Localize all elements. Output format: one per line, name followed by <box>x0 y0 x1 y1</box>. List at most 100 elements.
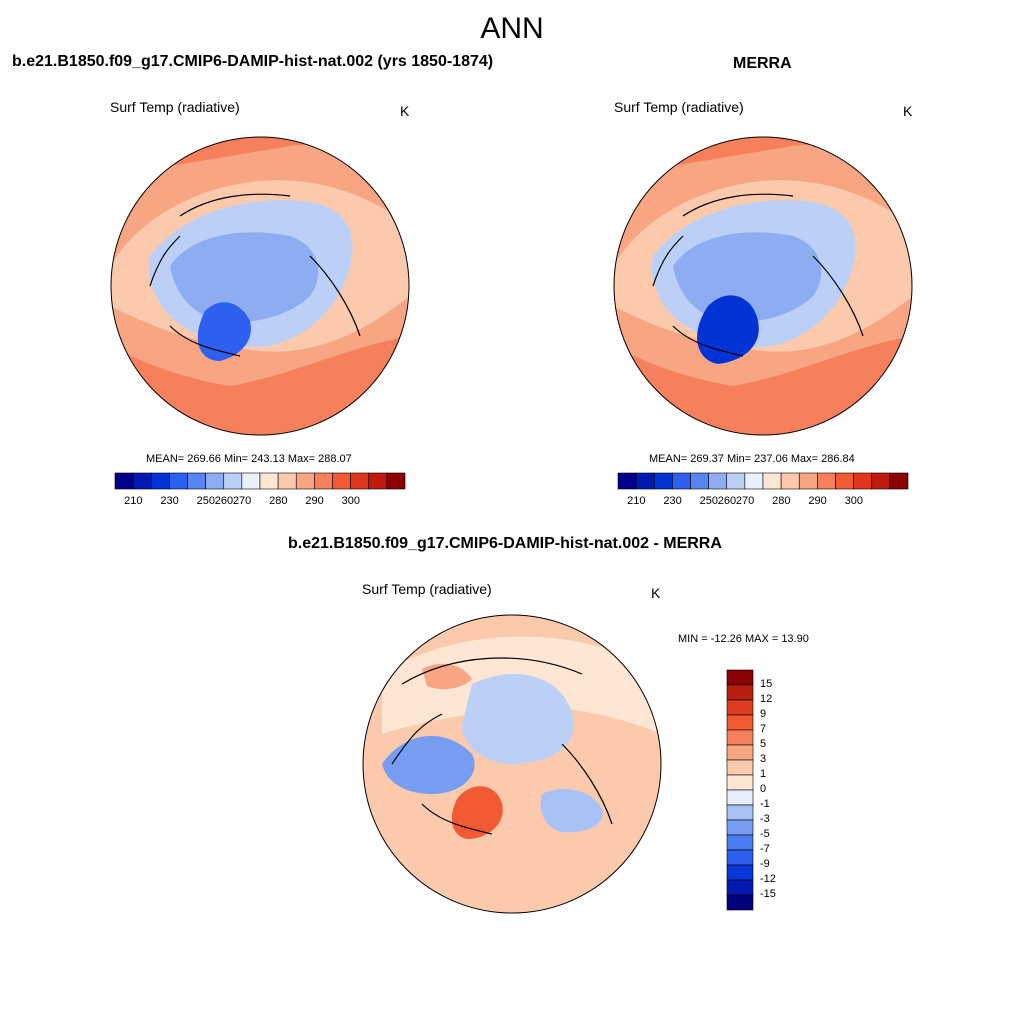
colorbar-swatch <box>726 714 754 731</box>
panel1-variable: Surf Temp (radiative) <box>110 99 240 115</box>
colorbar-tick-label: -12 <box>760 873 776 885</box>
colorbar-swatch <box>653 472 673 490</box>
colorbar-swatch <box>726 759 754 776</box>
colorbar-tick-label: -5 <box>760 828 770 840</box>
panel2-coastline <box>652 193 864 357</box>
panel3-variable: Surf Temp (radiative) <box>362 581 492 597</box>
colorbar-tick-label: 5 <box>760 738 767 750</box>
colorbar-swatch <box>726 669 754 686</box>
figure-title: ANN <box>480 12 544 45</box>
panel3-cold-west <box>382 735 475 794</box>
panel3-warm-north <box>422 663 472 690</box>
colorbar-tick-label: 210 <box>124 495 143 507</box>
colorbar-swatch <box>635 472 655 490</box>
colorbar-tick-label: 280 <box>772 495 791 507</box>
panel3-stats: MIN = -12.26 MAX = 13.90 <box>678 633 809 645</box>
colorbar-tick-label: 290 <box>305 495 324 507</box>
panel2-colorbar <box>617 472 909 490</box>
panel2-stats: MEAN= 269.37 Min= 237.06 Max= 286.84 <box>649 453 855 465</box>
colorbar-tick-label: 12 <box>760 693 773 705</box>
colorbar-tick-label: 15 <box>760 678 773 690</box>
colorbar-swatch <box>726 864 754 881</box>
panel1-units: K <box>400 103 410 119</box>
colorbar-swatch <box>726 729 754 746</box>
colorbar-tick-label: 260 <box>717 495 737 507</box>
panel1-colorbar <box>114 472 406 490</box>
panel3-cold-center <box>462 674 574 764</box>
panel1-arctic-zone <box>170 232 319 323</box>
panel2-greenland <box>697 295 759 364</box>
colorbar-tick-label: 260 <box>214 495 234 507</box>
colorbar-swatch <box>798 472 818 490</box>
colorbar-tick-label: -15 <box>760 888 776 900</box>
colorbar-swatch <box>350 472 370 490</box>
colorbar-swatch <box>332 472 351 490</box>
colorbar-tick-label: 270 <box>735 495 755 507</box>
panel1-greenland <box>197 302 251 361</box>
colorbar-swatch <box>672 472 691 490</box>
colorbar-swatch <box>762 472 782 490</box>
colorbar-tick-label: 280 <box>269 495 288 507</box>
colorbar-tick-label: 230 <box>160 495 179 507</box>
colorbar-tick-label: -3 <box>760 813 770 825</box>
panel2-units: K <box>903 103 913 119</box>
colorbar-tick-label: 270 <box>232 495 252 507</box>
panel1-map <box>110 136 410 436</box>
colorbar-swatch <box>295 472 315 490</box>
colorbar-tick-label: 3 <box>760 753 767 765</box>
panel3-title: b.e21.B1850.f09_g17.CMIP6-DAMIP-hist-nat… <box>288 535 722 552</box>
colorbar-swatch <box>150 472 170 490</box>
panel3-map <box>362 614 662 914</box>
colorbar-swatch <box>835 472 854 490</box>
panel2-variable: Surf Temp (radiative) <box>614 99 744 115</box>
panel2-map <box>613 136 913 436</box>
colorbar-swatch <box>871 472 891 490</box>
colorbar-swatch <box>726 894 754 911</box>
colorbar-swatch <box>187 472 206 490</box>
panel1-title: b.e21.B1850.f09_g17.CMIP6-DAMIP-hist-nat… <box>12 53 494 70</box>
colorbar-tick-label: 1 <box>760 768 767 780</box>
colorbar-swatch <box>726 684 754 701</box>
colorbar-swatch <box>780 472 800 490</box>
panel3-warm-greenland <box>451 786 503 839</box>
colorbar-swatch <box>726 472 746 490</box>
colorbar-swatch <box>726 774 754 791</box>
colorbar-swatch <box>817 472 836 490</box>
colorbar-swatch <box>132 472 152 490</box>
colorbar-swatch <box>726 744 754 761</box>
colorbar-swatch <box>690 472 709 490</box>
colorbar-swatch <box>241 472 261 490</box>
colorbar-tick-label: 300 <box>341 495 360 507</box>
colorbar-swatch <box>114 472 134 490</box>
colorbar-tick-label: 0 <box>760 783 767 795</box>
colorbar-swatch <box>744 472 764 490</box>
panel3-units: K <box>651 585 661 601</box>
colorbar-swatch <box>368 472 388 490</box>
colorbar-tick-label: -7 <box>760 843 770 855</box>
panel1-stats: MEAN= 269.66 Min= 243.13 Max= 288.07 <box>146 453 352 465</box>
colorbar-swatch <box>205 472 225 490</box>
colorbar-swatch <box>314 472 333 490</box>
colorbar-swatch <box>277 472 297 490</box>
colorbar-swatch <box>223 472 243 490</box>
colorbar-swatch <box>708 472 728 490</box>
panel3-cold-east <box>540 789 603 833</box>
colorbar-swatch <box>726 834 754 851</box>
colorbar-swatch <box>259 472 279 490</box>
colorbar-tick-label: 300 <box>844 495 863 507</box>
colorbar-swatch <box>726 819 754 836</box>
colorbar-tick-label: 250 <box>699 495 718 507</box>
colorbar-swatch <box>726 699 754 716</box>
panel2-arctic-zone <box>673 232 822 323</box>
colorbar-swatch <box>726 789 754 806</box>
colorbar-swatch <box>169 472 188 490</box>
colorbar-tick-label: 7 <box>760 723 767 735</box>
colorbar-swatch <box>386 472 406 490</box>
panel2-title: MERRA <box>733 55 792 72</box>
colorbar-swatch <box>617 472 637 490</box>
colorbar-swatch <box>726 804 754 821</box>
colorbar-tick-label: 9 <box>760 708 767 720</box>
colorbar-tick-label: -9 <box>760 858 770 870</box>
colorbar-tick-label: 290 <box>808 495 827 507</box>
colorbar-tick-label: -1 <box>760 798 770 810</box>
